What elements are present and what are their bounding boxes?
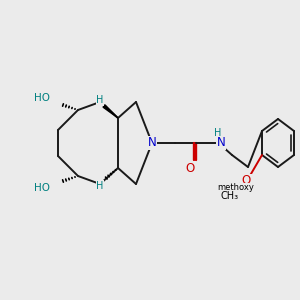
Text: O: O	[242, 175, 250, 188]
Text: HO: HO	[34, 183, 50, 193]
Text: H: H	[214, 128, 222, 138]
Text: H: H	[96, 95, 104, 105]
Text: O: O	[185, 161, 195, 175]
Polygon shape	[103, 105, 118, 118]
Text: HO: HO	[34, 93, 50, 103]
Text: methoxy: methoxy	[218, 184, 254, 193]
Text: CH₃: CH₃	[221, 191, 239, 201]
Text: H: H	[96, 181, 104, 191]
Text: N: N	[217, 136, 225, 149]
Text: N: N	[148, 136, 156, 149]
